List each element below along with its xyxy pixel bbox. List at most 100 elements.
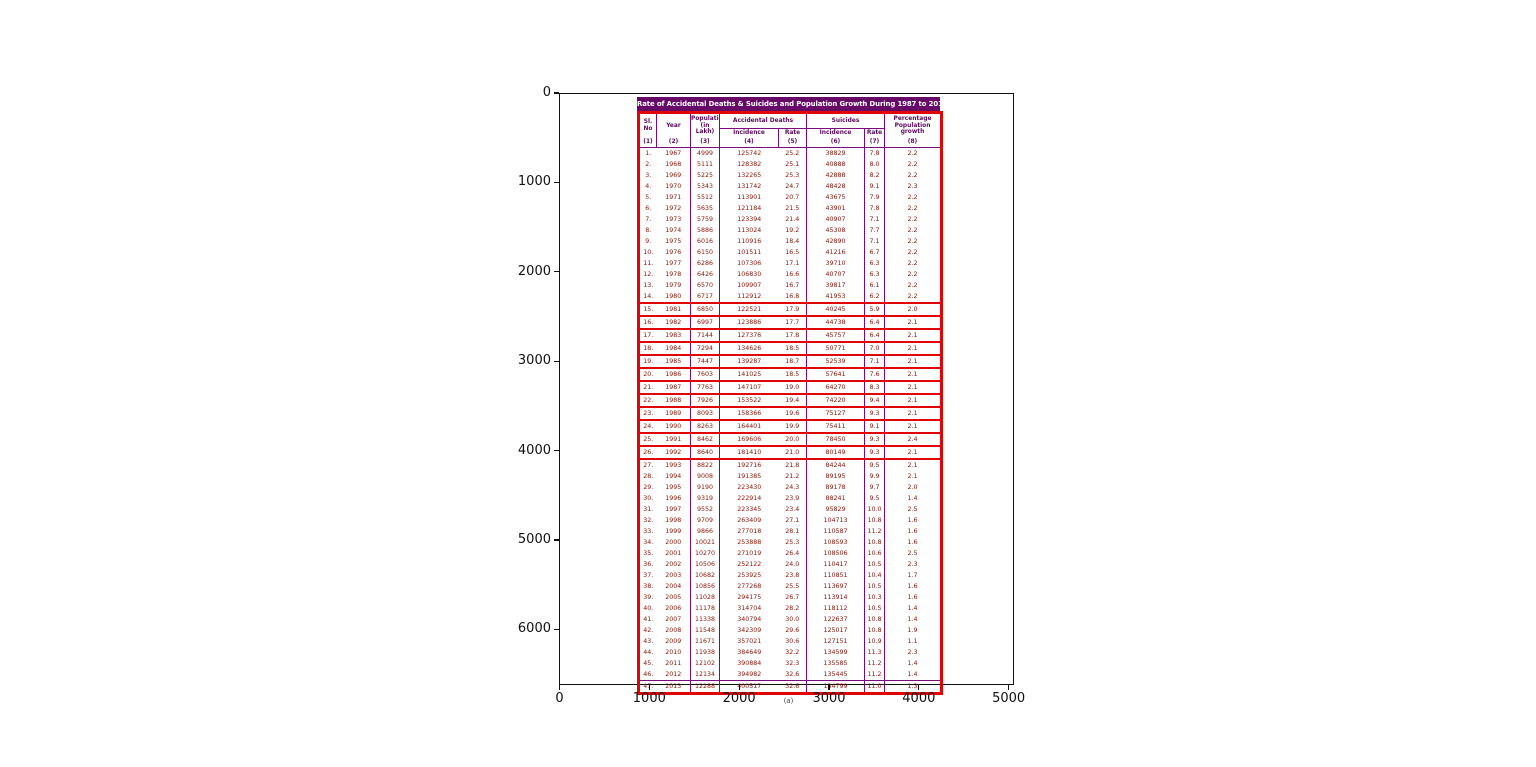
- table-cell: 2.2: [907, 161, 918, 168]
- table-cell: 9.9: [864, 471, 885, 482]
- table-cell: 125742: [737, 150, 762, 157]
- table-cell: 2013: [656, 680, 691, 694]
- table-cell: 181410: [719, 445, 779, 460]
- table-cell: 7763: [690, 380, 720, 395]
- table-cell: 11.2: [864, 526, 885, 537]
- table-cell: 2.5: [907, 506, 918, 513]
- table-cell: 8640: [690, 445, 720, 460]
- table-cell: 10.6: [864, 548, 885, 559]
- table-cell: 1978: [656, 269, 691, 280]
- table-cell: 6997: [690, 315, 720, 330]
- table-cell: 21.2: [778, 471, 807, 482]
- table-cell: 8263: [690, 419, 720, 434]
- table-cell: 41.: [643, 616, 654, 623]
- table-cell: 26.7: [778, 592, 807, 603]
- header-accidental-deaths: Accidental Deaths: [719, 112, 807, 129]
- y-tick-label: 5000: [517, 531, 551, 547]
- table-cell: 10.8: [864, 614, 885, 625]
- table-cell: 394982: [737, 671, 762, 678]
- table-cell: 9.5: [864, 493, 885, 504]
- table-cell: 28.: [643, 473, 654, 480]
- header-pct-growth: Percentage Population growth: [893, 116, 932, 135]
- table-cell: 6150: [690, 247, 720, 258]
- table-row: 9. 1975 6016 110916 18.4 42890 7.1 2.2: [639, 236, 942, 247]
- table-cell: 5512: [690, 192, 720, 203]
- col-index: (3): [690, 137, 720, 148]
- table-cell: 2.0: [884, 302, 942, 317]
- table-cell: 5225: [690, 170, 720, 181]
- table-row: 31. 1997 9552 223345 23.4 95829 10.0 2.5: [639, 504, 942, 515]
- table-cell: 21.5: [778, 203, 807, 214]
- table-cell: 158366: [719, 406, 779, 421]
- table-row: 39. 2005 11028 294175 26.7 113914 10.3 1.6: [639, 592, 942, 603]
- table-cell: 1986: [656, 367, 691, 382]
- table-cell: 10.8: [864, 515, 885, 526]
- table-cell: 64270: [806, 380, 865, 395]
- table-row: 25. 1991 8462 169606 20.0 78450 9.3 2.4: [638, 432, 942, 447]
- table-cell: 78450: [806, 432, 865, 447]
- table-cell: 6.4: [864, 315, 885, 330]
- table-cell: 22.: [638, 393, 657, 408]
- table-cell: 8.: [645, 227, 652, 234]
- table-cell: 39817: [806, 280, 865, 291]
- table-cell: 110587: [806, 526, 865, 537]
- table-cell: 11.: [643, 260, 654, 267]
- x-tick-label: 1000: [632, 691, 666, 706]
- table-row: 10. 1976 6150 101511 16.5 41216 6.7 2.2: [639, 247, 942, 258]
- table-row: 7. 1973 5759 123394 21.4 40907 7.1 2.2: [639, 214, 942, 225]
- table-cell: 14.: [643, 293, 654, 300]
- table-cell: 38829: [806, 147, 865, 159]
- table-row: 20. 1986 7603 141025 18.5 57641 7.6 2.1: [638, 367, 942, 382]
- table-cell: 34.: [643, 539, 654, 546]
- y-tick-label: 3000: [517, 353, 551, 369]
- y-tick-mark: [554, 449, 559, 452]
- y-tick-label: 2000: [517, 263, 551, 279]
- col-index: (7): [864, 137, 885, 148]
- table-cell: 104713: [806, 515, 865, 526]
- table-cell: 277268: [737, 583, 762, 590]
- table-cell: 1997: [656, 504, 691, 515]
- x-tick-mark: [558, 685, 561, 690]
- table-cell: 28.1: [778, 526, 807, 537]
- table-cell: 46.: [643, 671, 654, 678]
- table-cell: 1991: [656, 432, 691, 447]
- table-cell: 6426: [690, 269, 720, 280]
- table-cell: 1999: [656, 526, 691, 537]
- table-cell: 6570: [690, 280, 720, 291]
- table-cell: 357021: [737, 638, 762, 645]
- table-cell: 6.1: [864, 280, 885, 291]
- table-cell: 2012: [656, 669, 691, 681]
- table-cell: 6717: [690, 291, 720, 303]
- table-cell: 8.0: [864, 159, 885, 170]
- table-cell: 43901: [806, 203, 865, 214]
- table-cell: 7926: [690, 393, 720, 408]
- table-cell: 32.3: [778, 658, 807, 669]
- header-population: Population (in Lakh): [690, 112, 720, 138]
- table-cell: 2.2: [907, 172, 918, 179]
- table-header: Sl. No Year Population (in Lakh) Acciden…: [638, 112, 942, 148]
- table-cell: 169606: [719, 432, 779, 447]
- table-cell: 20.0: [778, 432, 807, 447]
- table-cell: 223345: [737, 506, 762, 513]
- table-cell: 1993: [656, 459, 691, 471]
- table-cell: 9008: [690, 471, 720, 482]
- table-cell: 25.3: [778, 170, 807, 181]
- table-cell: 294175: [737, 594, 762, 601]
- table-cell: 1976: [656, 247, 691, 258]
- table-cell: 6.3: [864, 258, 885, 269]
- table-row: 17. 1983 7144 127376 17.8 45757 6.4 2.1: [638, 328, 942, 343]
- table-cell: 2.2: [907, 282, 918, 289]
- table-cell: 7.1: [864, 354, 885, 369]
- table-cell: 41953: [806, 291, 865, 303]
- table-cell: 75411: [806, 419, 865, 434]
- table-cell: 11178: [690, 603, 720, 614]
- table-cell: 141025: [719, 367, 779, 382]
- table-cell: 127151: [806, 636, 865, 647]
- table-cell: 101511: [737, 249, 762, 256]
- table-cell: 5759: [690, 214, 720, 225]
- table-cell: 11.2: [864, 669, 885, 681]
- table-title: Rate of Accidental Deaths & Suicides and…: [637, 97, 940, 111]
- table-cell: 123394: [737, 216, 762, 223]
- table-cell: 113024: [737, 227, 762, 234]
- table-cell: 2.1: [884, 341, 942, 356]
